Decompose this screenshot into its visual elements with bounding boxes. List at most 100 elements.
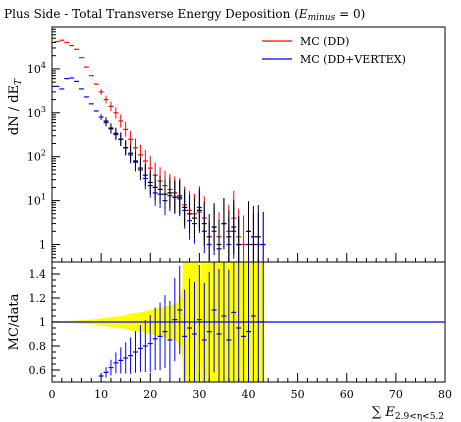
ratio-y-tick-label: 0.6 xyxy=(29,364,47,377)
ratio-point xyxy=(113,352,119,374)
data-point-data xyxy=(182,189,188,226)
data-point-data xyxy=(113,127,119,140)
ratio-point xyxy=(128,337,134,374)
data-point-vertex xyxy=(98,114,104,121)
ratio-point xyxy=(201,282,207,382)
data-point-data xyxy=(206,213,212,260)
data-point-dd xyxy=(98,88,104,95)
chart-title: Plus Side - Total Transverse Energy Depo… xyxy=(4,7,365,23)
ratio-series-vertex xyxy=(98,262,266,382)
data-point-data xyxy=(236,216,242,262)
ratio-point xyxy=(255,262,261,382)
data-point-data xyxy=(172,180,178,214)
ratio-point xyxy=(137,325,143,372)
ratio-point xyxy=(103,367,109,378)
data-point-data xyxy=(221,198,227,250)
data-point-dd xyxy=(113,107,119,119)
ratio-point xyxy=(172,278,178,362)
y-tick-label: 104 xyxy=(27,61,46,76)
ratio-point xyxy=(118,347,124,374)
x-tick-label: 40 xyxy=(242,388,256,401)
ratio-point xyxy=(133,331,138,373)
x-tick-label: 60 xyxy=(340,388,354,401)
y-tick-label: 102 xyxy=(27,149,46,164)
ratio-point xyxy=(246,262,251,382)
ratio-y-tick-label: 1.2 xyxy=(29,292,47,305)
legend: MC (DD) MC (DD+VERTEX) xyxy=(262,35,406,66)
ratio-point xyxy=(142,320,148,372)
ratio-point xyxy=(260,262,266,382)
ratio-point xyxy=(211,262,217,373)
ratio-point xyxy=(250,262,256,382)
x-tick-label: 0 xyxy=(49,388,56,401)
ratio-y-tick-label: 1 xyxy=(39,316,46,329)
y-axis-label: dN / dET xyxy=(7,78,24,135)
data-point-dd xyxy=(108,101,114,112)
x-tick-label: 80 xyxy=(438,388,452,401)
y-tick-label: 103 xyxy=(27,105,46,120)
data-point-data xyxy=(157,175,163,204)
ratio-y-axis-label: MC/data xyxy=(7,293,22,350)
ratio-point xyxy=(221,262,227,382)
ratio-y-tick-label: 1.4 xyxy=(29,268,47,281)
data-point-data xyxy=(167,177,173,209)
ratio-point xyxy=(226,269,232,382)
ratio-point xyxy=(216,269,222,382)
data-point-dd xyxy=(241,215,247,262)
legend-label-vertex: MC (DD+VERTEX) xyxy=(300,53,406,66)
data-point-data xyxy=(192,197,197,239)
series-data xyxy=(103,117,261,262)
data-point-dd xyxy=(103,95,109,104)
ratio-point xyxy=(241,262,247,382)
x-tick-label: 50 xyxy=(291,388,305,401)
ratio-point xyxy=(162,295,168,368)
data-point-data xyxy=(108,123,114,133)
data-point-data xyxy=(250,213,256,262)
data-point-data xyxy=(201,201,207,246)
data-point-data xyxy=(133,151,138,171)
y-tick-label: 1 xyxy=(39,239,46,252)
ratio-point xyxy=(123,342,129,374)
ratio-point xyxy=(236,262,242,382)
ratio-y-tick-label: 0.8 xyxy=(29,340,47,353)
ratio-point xyxy=(152,307,158,370)
data-point-data xyxy=(123,140,129,156)
data-point-data xyxy=(103,117,109,125)
ratio-point xyxy=(108,359,114,376)
data-point-data xyxy=(152,174,158,201)
ratio-point xyxy=(231,262,237,382)
ratio-point xyxy=(206,271,212,382)
ratio-point xyxy=(196,265,202,375)
data-point-data xyxy=(162,179,168,209)
data-point-data xyxy=(231,199,237,255)
x-tick-label: 20 xyxy=(143,388,157,401)
y-tick-label: 101 xyxy=(27,193,46,208)
data-point-data xyxy=(211,203,217,251)
ratio-point xyxy=(147,315,153,373)
data-point-data xyxy=(128,144,134,162)
data-point-data xyxy=(118,132,124,146)
data-point-dd xyxy=(123,121,129,137)
x-tick-label: 10 xyxy=(94,388,108,401)
data-point-data xyxy=(147,170,153,195)
data-point-data xyxy=(137,157,143,179)
data-point-data xyxy=(177,179,183,215)
data-point-data xyxy=(142,164,148,187)
data-point-data xyxy=(255,204,261,262)
ratio-point xyxy=(177,265,183,355)
data-point-dd xyxy=(118,114,124,128)
ratio-point xyxy=(98,373,104,379)
ratio-point xyxy=(157,302,163,371)
data-point-data xyxy=(187,194,193,234)
data-point-data xyxy=(196,189,202,232)
ratio-point xyxy=(182,289,188,382)
x-tick-label: 30 xyxy=(192,388,206,401)
ratio-point xyxy=(192,282,197,382)
data-point-vertex xyxy=(260,211,266,262)
legend-label-dd: MC (DD) xyxy=(300,35,349,48)
ratio-point xyxy=(187,278,193,378)
x-tick-label: 70 xyxy=(389,388,403,401)
ratio-point xyxy=(167,301,173,379)
